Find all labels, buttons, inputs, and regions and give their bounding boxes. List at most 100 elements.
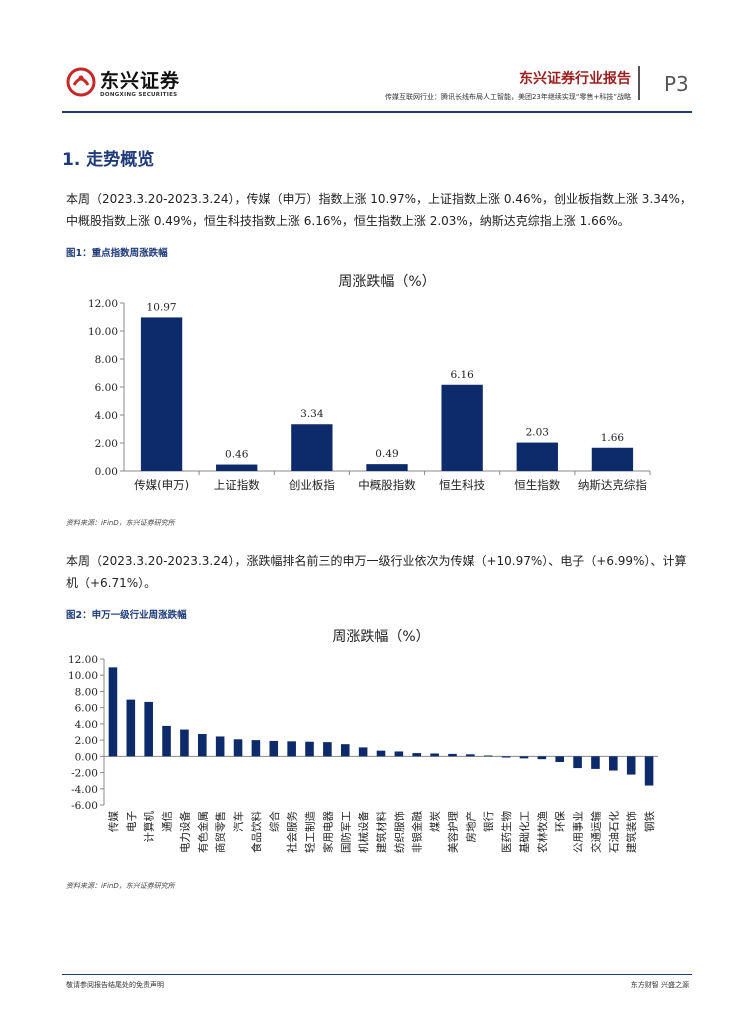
chart-title: 周涨跌幅（%） [338,274,435,290]
bar [140,317,183,471]
bar [376,750,386,757]
y-tick-label: 2.00 [75,735,98,747]
bar [501,756,511,758]
y-tick-label: 0.00 [95,466,118,478]
header-divider [638,66,640,100]
x-category-label: 银行 [482,811,495,832]
paragraph-index-summary: 本周（2023.3.20-2023.3.24），传媒（申万）指数上涨 10.97… [66,192,692,228]
bar [644,756,654,786]
x-category-label: 机械设备 [357,811,370,853]
x-category-label: 恒生指数 [514,478,560,492]
bar [162,725,171,757]
x-category-label: 非银金融 [411,811,424,853]
y-tick-label: 12.00 [88,298,118,310]
y-tick-label: 4.00 [75,719,98,731]
bar [251,740,261,757]
y-tick-label: 6.00 [95,382,118,394]
x-category-label: 纺织服饰 [393,811,406,853]
data-label: 1.66 [601,432,625,444]
y-tick-label: 2.00 [95,438,118,450]
bar [516,442,558,471]
bar [555,756,564,763]
y-tick-label: 8.00 [75,686,98,698]
y-tick-label: 4.00 [95,410,118,422]
y-tick-label: -2.00 [71,768,98,780]
x-category-label: 基础化工 [518,811,531,853]
x-category-label: 综合 [268,811,281,832]
x-category-label: 食品饮料 [250,811,263,853]
bar [358,747,368,757]
x-category-label: 有色金属 [196,811,209,853]
logo-english-text: DONGXING SECURITIES [100,92,178,98]
y-tick-label: 6.00 [75,703,98,715]
x-category-label: 传媒(申万) [134,478,189,492]
chart-index-weekly-change: 周涨跌幅（%） 0.00 2.00 4.00 6.00 8.00 10.00 12.00 10.… [88,274,651,492]
paragraph-industry-summary: 本周（2023.3.20-2023.3.24），涨跌幅排名前三的申万一级行业依次… [66,554,687,590]
x-category-label: 电力设备 [178,811,191,853]
x-category-label: 石油石化 [607,811,620,853]
y-tick-label: 0.00 [75,751,98,763]
x-category-label: 中概股指数 [358,478,416,492]
figure2-title: 图2：申万一级行业周涨跌幅 [66,610,187,621]
bar [126,699,136,757]
footer-disclaimer: 敬请参阅报告结尾处的免责声明 [66,981,164,989]
bar [573,756,582,769]
x-category-label: 恒生科技 [439,478,485,492]
bar [215,736,225,757]
data-label: 0.49 [375,448,398,460]
y-tick-label: -6.00 [71,800,98,812]
bar [291,424,333,471]
bar [448,753,457,757]
x-category-label: 创业板指 [289,478,335,492]
chart-title: 周涨跌幅（%） [332,629,429,645]
bar [466,754,475,757]
x-category-label: 国防军工 [339,811,352,853]
x-category-label: 汽车 [232,811,245,832]
bar [180,729,189,757]
y-tick-label: 10.00 [68,670,98,682]
company-logo-icon [66,67,96,97]
x-category-label: 上证指数 [214,478,260,492]
x-category-label: 钢铁 [643,811,656,832]
bar [394,751,404,757]
x-category-label: 医药生物 [500,811,513,853]
data-label: 10.97 [147,301,177,313]
report-brand: 东兴证券行业报告 [519,71,631,87]
bar [340,744,350,757]
bar [591,447,634,471]
bar [323,742,332,757]
x-category-label: 煤炭 [429,811,442,832]
figure1-source: 资料来源：iFinD，东兴证券研究所 [66,519,175,527]
bar [287,741,296,757]
bar [305,741,314,757]
bar [626,756,636,775]
x-category-label: 房地产 [464,811,477,843]
x-category-label: 社会服务 [286,811,299,853]
x-category-label: 建筑材料 [375,811,388,853]
y-tick-label: 10.00 [88,326,118,338]
x-category-label: 美容护理 [446,811,459,853]
footer-rule [62,974,692,975]
bar [233,739,243,757]
bar [366,464,408,471]
x-category-label: 商贸零售 [214,811,227,853]
data-label: 2.03 [526,427,549,439]
chart-industry-weekly-change: 周涨跌幅（%） -6.00 -4.00 -2.00 0.00 2.00 4.00 6.00 8.… [68,629,658,853]
figure1-title: 图1：重点指数周涨跌幅 [66,248,168,259]
bar [269,740,279,757]
x-category-label: 家用电器 [321,811,334,853]
x-category-label: 建筑装饰 [625,811,638,853]
data-label: 0.46 [225,449,249,461]
x-category-label: 通信 [162,811,174,832]
header-subtitle: 传媒互联网行业：腾讯长线布局人工智能，美团23年继续实现“零售+科技”战略 [384,93,631,101]
footer-slogan: 东方财智 兴盛之源 [630,981,689,989]
y-tick-label: 12.00 [68,654,98,666]
bar [216,464,258,471]
x-category-label: 农林牧渔 [536,811,549,853]
bar [412,753,422,757]
page-number: P3 [664,72,689,96]
section-title: 1. 走势概览 [62,150,155,170]
bar [483,755,493,757]
data-label: 6.16 [450,369,474,381]
bar [609,756,618,771]
